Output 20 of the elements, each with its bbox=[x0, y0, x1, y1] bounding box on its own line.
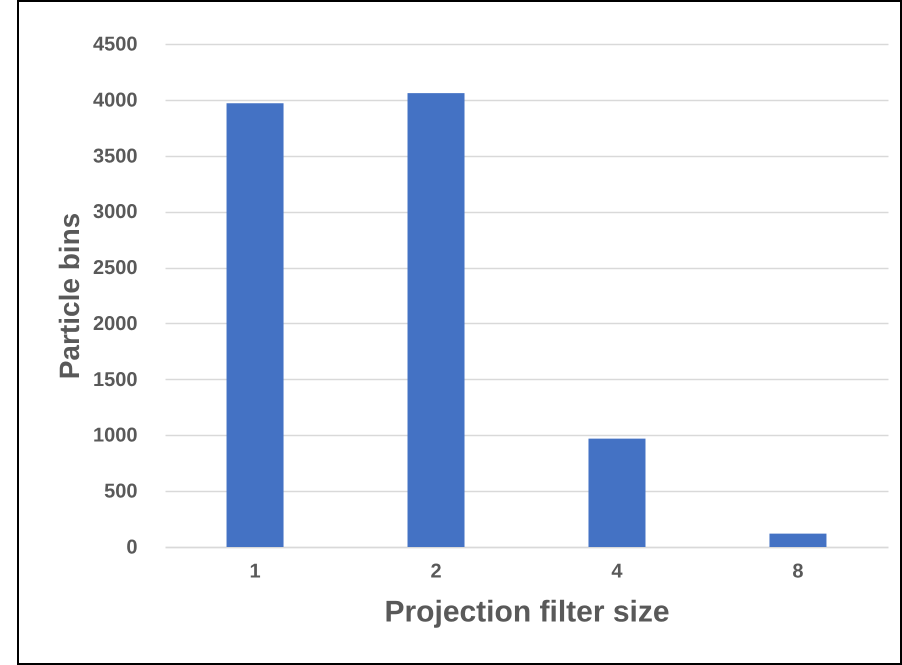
x-tick-label: 1 bbox=[249, 560, 261, 582]
x-tick-label: 4 bbox=[611, 560, 624, 582]
y-tick-label: 2500 bbox=[93, 257, 138, 280]
y-tick-label: 2000 bbox=[93, 312, 138, 335]
y-tick-label: 4500 bbox=[93, 34, 138, 56]
y-tick-label: 3000 bbox=[93, 201, 138, 224]
x-tick-label: 8 bbox=[792, 560, 804, 582]
y-tick-label: 3500 bbox=[93, 145, 138, 168]
bar bbox=[408, 93, 465, 547]
bar bbox=[226, 103, 284, 547]
y-tick-label: 4000 bbox=[93, 89, 138, 112]
y-tick-label: 0 bbox=[126, 536, 138, 558]
y-tick-label: 1000 bbox=[93, 424, 138, 447]
x-axis-title: Projection filter size bbox=[384, 596, 670, 628]
y-tick-label: 1500 bbox=[93, 368, 138, 391]
y-tick-label: 500 bbox=[104, 480, 138, 503]
bar bbox=[588, 438, 646, 547]
x-tick-label: 2 bbox=[430, 560, 442, 582]
bar bbox=[769, 534, 826, 547]
y-axis-title: Particle bins bbox=[54, 212, 86, 380]
